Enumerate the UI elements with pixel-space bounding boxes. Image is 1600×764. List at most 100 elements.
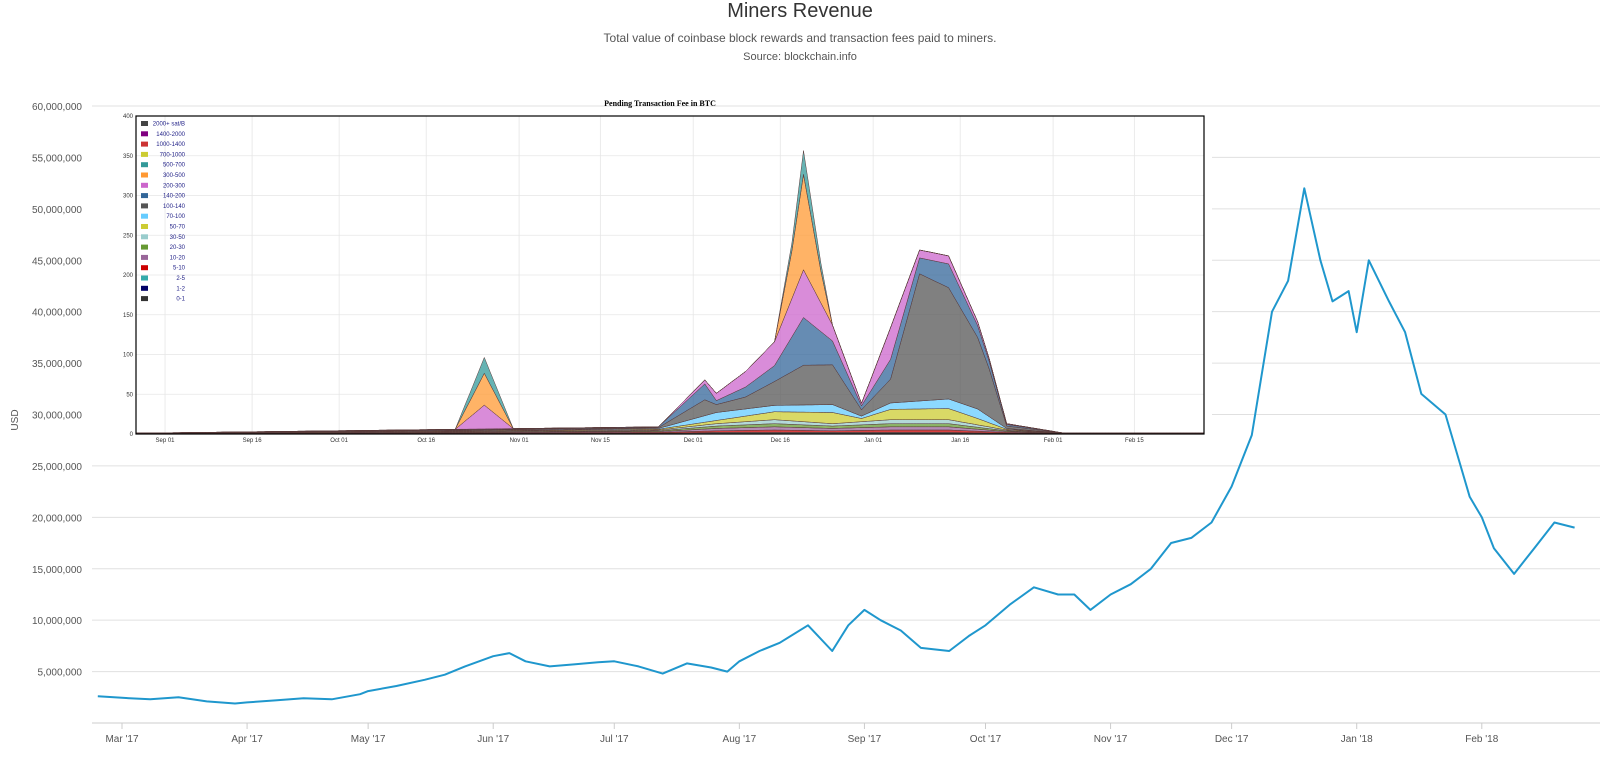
legend-swatch [141, 172, 148, 178]
legend-swatch [141, 121, 148, 126]
legend-swatch [141, 131, 148, 137]
inset-y-tick-label: 150 [123, 313, 134, 319]
x-tick-label: Mar '17 [105, 734, 138, 745]
legend-swatch [141, 151, 148, 157]
inset-areas [135, 150, 1205, 435]
y-axis-label: USD [10, 409, 21, 430]
legend-swatch [141, 285, 148, 291]
x-tick-label: Feb '18 [1465, 734, 1498, 745]
legend-swatch [141, 265, 148, 271]
inset-chart: Pending Transaction Fee in BTC 0 50 100 150… [92, 99, 1212, 445]
legend-label: 50-70 [170, 225, 186, 231]
x-tick-label: Jul '17 [600, 734, 629, 745]
inset-x-tick-label: Jan 01 [864, 438, 883, 444]
chart-title: Miners Revenue [727, 0, 873, 22]
inset-frame [135, 115, 1205, 435]
inset-x-tick-label: Oct 16 [417, 438, 435, 444]
inset-x-tick-label: Sep 16 [243, 438, 263, 444]
legend-swatch [141, 182, 148, 188]
x-tick-label: Aug '17 [723, 734, 757, 745]
y-tick-label: 60,000,000 [32, 102, 82, 113]
inset-y-tick-label: 350 [123, 154, 134, 160]
legend-label: 70-100 [166, 214, 185, 220]
y-tick-label: 5,000,000 [38, 668, 83, 679]
inset-x-axis: Sep 01 Sep 16 Oct 01 Oct 16 Nov 01 Nov 15 Dec … [156, 438, 1145, 444]
chart-source: Source: blockchain.info [743, 51, 857, 63]
x-tick-label: Dec '17 [1215, 734, 1249, 745]
inset-y-tick-label: 200 [123, 273, 134, 279]
inset-y-axis: 0 50 100 150 200 250 300 350 400 [123, 114, 134, 438]
y-tick-label: 55,000,000 [32, 153, 82, 164]
legend-label: 500-700 [163, 163, 186, 169]
y-tick-label: 40,000,000 [32, 308, 82, 319]
inset-y-tick-label: 300 [123, 194, 134, 200]
y-tick-label: 30,000,000 [32, 411, 82, 422]
x-tick-label: Jun '17 [477, 734, 509, 745]
legend-label: 700-1000 [160, 152, 186, 158]
legend-label: 140-200 [163, 194, 186, 200]
legend-label: 1400-2000 [156, 132, 185, 138]
y-tick-label: 20,000,000 [32, 513, 82, 524]
inset-background [92, 110, 1212, 445]
x-tick-label: Apr '17 [231, 734, 263, 745]
x-tick-label: May '17 [351, 734, 386, 745]
legend-label: 2000+ sat/B [153, 122, 185, 128]
y-tick-label: 50,000,000 [32, 205, 82, 216]
legend-label: 1-2 [176, 286, 185, 292]
legend-swatch [141, 275, 148, 281]
legend-label: 30-50 [170, 235, 186, 241]
x-tick-label: Oct '17 [970, 734, 1002, 745]
legend-label: 20-30 [170, 245, 186, 251]
legend-label: 2-5 [176, 276, 185, 282]
inset-x-tick-label: Nov 01 [510, 438, 530, 444]
inset-y-tick-label: 100 [123, 353, 134, 359]
legend-swatch [141, 254, 148, 260]
legend-swatch [141, 203, 148, 209]
legend-swatch [141, 213, 148, 219]
legend-label: 0-1 [176, 297, 185, 303]
legend-swatch [141, 224, 148, 229]
y-tick-label: 25,000,000 [32, 462, 82, 473]
legend-swatch [141, 244, 148, 250]
inset-y-tick-label: 400 [123, 114, 134, 120]
inset-title: Pending Transaction Fee in BTC [604, 99, 716, 108]
legend-swatch [141, 141, 148, 147]
inset-legend: 2000+ sat/B 1400-2000 1000-1400 700-1000 500… [141, 121, 186, 303]
y-tick-label: 15,000,000 [32, 565, 82, 576]
y-tick-label: 35,000,000 [32, 359, 82, 370]
chart-subtitle: Total value of coinbase block rewards an… [603, 31, 997, 45]
inset-x-tick-label: Jan 16 [951, 438, 970, 444]
inset-grid [136, 115, 1204, 435]
inset-x-tick-label: Nov 15 [591, 438, 611, 444]
inset-x-tick-label: Feb 01 [1044, 438, 1063, 444]
legend-label: 100-140 [163, 204, 186, 210]
x-tick-label: Jan '18 [1341, 734, 1373, 745]
x-tick-label: Nov '17 [1094, 734, 1128, 745]
inset-x-tick-label: Oct 01 [330, 438, 348, 444]
legend-label: 10-20 [170, 255, 186, 261]
y-tick-label: 10,000,000 [32, 616, 82, 627]
legend-label: 200-300 [163, 183, 186, 189]
main-x-axis: Mar '17 Apr '17 May '17 Jun '17 Jul '17 Aug '… [105, 723, 1499, 745]
inset-x-tick-label: Feb 15 [1125, 438, 1144, 444]
main-y-axis: 5,000,000 10,000,000 15,000,000 20,000,000 2… [32, 102, 82, 679]
inset-y-tick-label: 250 [123, 233, 134, 239]
inset-x-tick-label: Dec 16 [771, 438, 791, 444]
legend-swatch [141, 234, 148, 240]
revenue-line [97, 187, 1575, 705]
inset-y-tick-label: 0 [130, 432, 134, 438]
main-series [97, 187, 1575, 705]
legend-label: 5-10 [173, 266, 186, 272]
inset-x-tick-label: Dec 01 [684, 438, 704, 444]
legend-label: 300-500 [163, 173, 186, 179]
legend-swatch [141, 296, 148, 302]
legend-swatch [141, 193, 148, 199]
legend-label: 1000-1400 [156, 142, 185, 148]
legend-swatch [141, 162, 148, 168]
x-tick-label: Sep '17 [848, 734, 882, 745]
inset-y-tick-label: 50 [126, 392, 133, 398]
inset-area-band [136, 150, 1204, 434]
inset-x-tick-label: Sep 01 [156, 438, 176, 444]
y-tick-label: 45,000,000 [32, 256, 82, 267]
